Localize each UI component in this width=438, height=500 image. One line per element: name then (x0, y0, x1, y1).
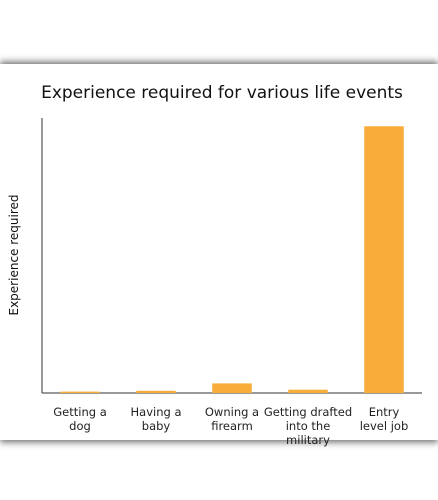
x-tick-label: Getting a dog (53, 405, 107, 433)
x-tick-label: Owning a firearm (204, 405, 260, 433)
bar (60, 391, 100, 393)
x-tick-label: Having a baby (130, 405, 182, 433)
y-axis-label: Experience required (7, 194, 21, 315)
x-tick-label: Getting drafted into the military (263, 405, 353, 447)
bar (212, 383, 252, 393)
bar (136, 390, 176, 393)
bar (288, 389, 328, 393)
x-tick-label: Entry level job (359, 405, 409, 433)
bar (364, 126, 404, 393)
chart-title: Experience required for various life eve… (41, 83, 403, 103)
